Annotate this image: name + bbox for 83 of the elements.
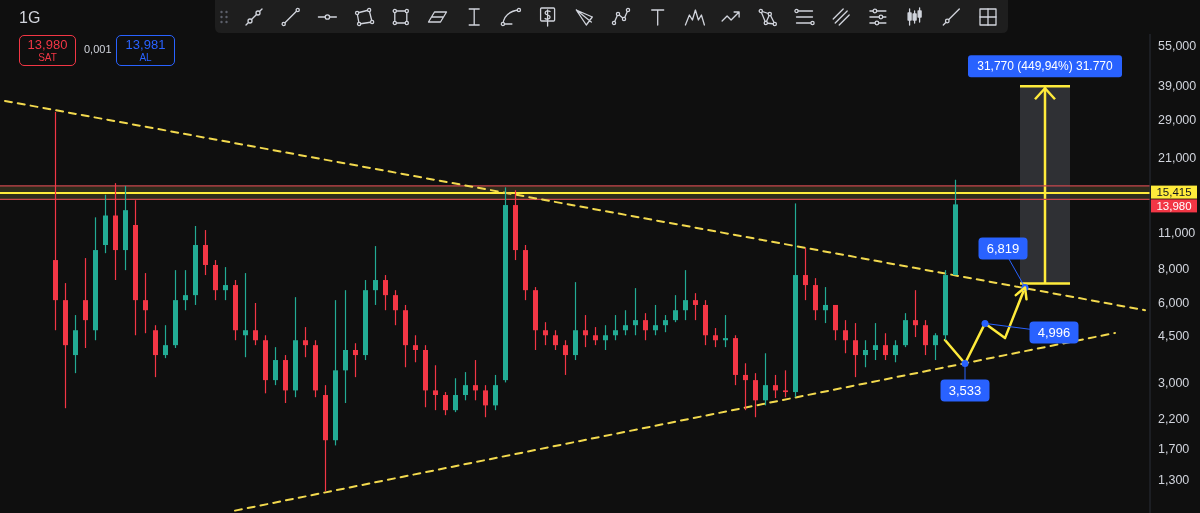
candlestick — [223, 266, 228, 301]
y-tick-label: 2,200 — [1158, 411, 1190, 426]
candlestick — [913, 289, 918, 338]
candlestick — [693, 292, 698, 321]
candlestick — [253, 302, 258, 346]
candlestick — [883, 332, 888, 361]
candlestick — [873, 322, 878, 361]
candlestick — [623, 309, 628, 336]
candlestick — [383, 274, 388, 311]
annotation: SAT — [37, 52, 58, 64]
candlestick — [243, 272, 248, 358]
candlestick — [83, 257, 88, 349]
text: 13,980 — [1156, 199, 1192, 212]
y-tick-label: 3,000 — [1158, 375, 1190, 390]
candlestick — [453, 377, 458, 413]
point — [981, 319, 989, 327]
candlestick — [583, 314, 588, 348]
y-tick-label: 29,000 — [1158, 113, 1197, 128]
candlestick — [413, 334, 418, 363]
candlestick — [303, 326, 308, 358]
y-tick-label: 11,000 — [1158, 225, 1196, 240]
y-tick-label: 1,300 — [1158, 472, 1190, 487]
candlestick — [853, 322, 858, 378]
ref-line-label: 15,415 — [1156, 186, 1192, 199]
chart-title: 1G — [19, 9, 41, 27]
candlestick — [743, 362, 748, 411]
candlestick — [673, 294, 678, 323]
candlestick — [443, 391, 448, 416]
annotation: 13,981 — [124, 37, 167, 52]
candlestick — [803, 247, 808, 301]
y-tick-label: 55,000 — [1158, 39, 1197, 54]
candlestick — [563, 339, 568, 376]
data-label: 6,819 — [986, 240, 1020, 256]
candlestick — [463, 371, 468, 401]
y-tick-label: 39,000 — [1158, 79, 1197, 94]
point — [961, 359, 969, 367]
candlestick — [433, 364, 438, 411]
annotation: 0,001 — [84, 43, 112, 55]
candlestick — [273, 346, 278, 386]
candlestick — [493, 374, 498, 411]
candlestick — [373, 245, 378, 306]
candlestick — [933, 332, 938, 361]
candlestick — [353, 342, 358, 378]
candlestick — [843, 319, 848, 354]
candlestick — [723, 314, 728, 348]
candlestick — [753, 372, 758, 418]
candlestick — [823, 286, 828, 324]
candlestick — [713, 327, 718, 348]
candlestick — [923, 319, 928, 356]
candlestick — [553, 329, 558, 351]
candlestick — [773, 374, 778, 399]
y-tick-label: 8,000 — [1158, 262, 1190, 277]
band-label: 31,770 (449,94%) 31.770 — [977, 59, 1114, 74]
y-tick-label: 21,000 — [1158, 150, 1197, 165]
candlestick — [483, 384, 488, 418]
data-label: 3,533 — [948, 382, 982, 398]
candlestick — [653, 304, 658, 336]
y-tick-label: 4,500 — [1158, 328, 1190, 343]
candlestick — [203, 229, 208, 276]
candlestick — [863, 339, 868, 368]
candlestick — [643, 312, 648, 341]
data-label: 4,996 — [1037, 324, 1071, 340]
candlestick — [603, 324, 608, 351]
candlestick — [763, 352, 768, 406]
candlestick — [593, 326, 598, 346]
annotation: 13,980 — [26, 37, 69, 52]
candlestick — [343, 289, 348, 404]
candlestick — [543, 321, 548, 346]
candlestick — [393, 289, 398, 326]
annotation: AL — [138, 52, 153, 64]
candlestick — [633, 287, 638, 336]
candlestick — [143, 272, 148, 334]
sell-button: 13,980 SAT — [19, 35, 76, 66]
candlestick — [893, 339, 898, 363]
candlestick — [683, 269, 688, 321]
candlestick — [613, 314, 618, 341]
y-tick-label: 1,700 — [1158, 441, 1190, 456]
candlestick — [163, 324, 168, 359]
buy-button: 13,981 AL — [116, 35, 175, 66]
y-tick-label: 6,000 — [1158, 295, 1190, 310]
candlestick — [473, 359, 478, 401]
candlestick — [183, 269, 188, 311]
candlestick — [783, 369, 788, 398]
